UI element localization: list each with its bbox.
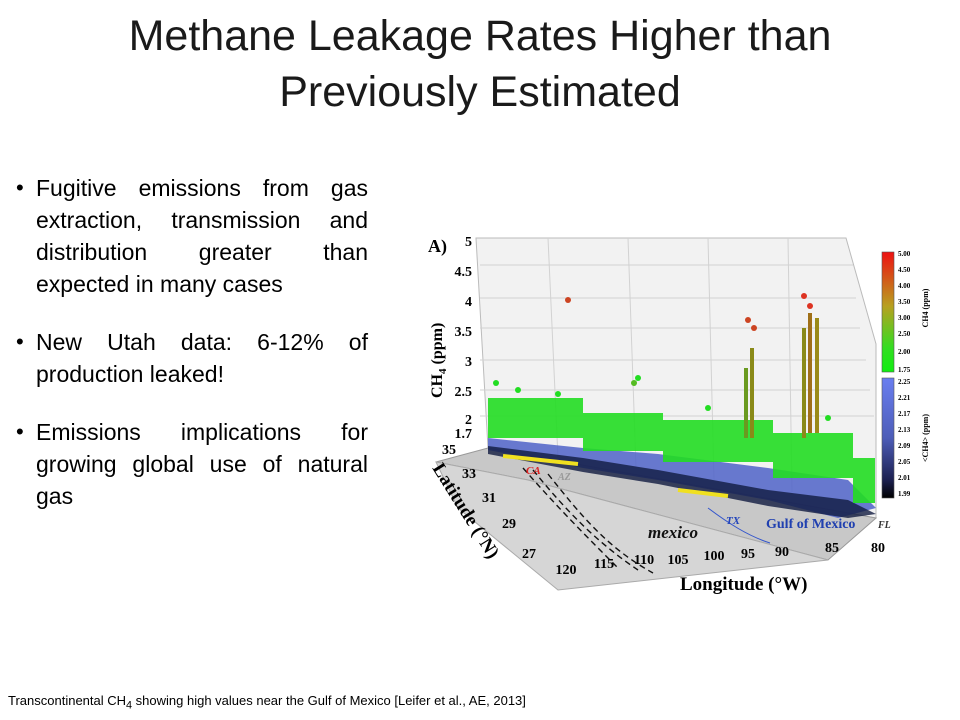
figure-caption: Transcontinental CH4 showing high values… [8, 693, 526, 712]
map-label-tx: TX [726, 515, 741, 527]
latitude-ticks: 35 33 31 29 27 [442, 443, 536, 562]
title-line-1: Methane Leakage Rates Higher than [128, 12, 832, 60]
longitude-label: Longitude (°W) [680, 574, 807, 595]
plot-svg: A) 5 4.5 4 3.5 3 2.5 2 1.7 CH4 (ppm) 35 … [428, 235, 930, 595]
svg-text:4.00: 4.00 [898, 282, 911, 290]
svg-text:4: 4 [465, 295, 472, 310]
yellow-track [502, 454, 579, 466]
svg-text:110: 110 [634, 553, 654, 568]
svg-text:1.7: 1.7 [455, 427, 473, 442]
colorbar-top-ticks: 5.00 4.50 4.00 3.50 3.00 2.50 2.00 1.75 [898, 250, 911, 374]
panel-label: A) [428, 236, 447, 257]
svg-text:2.01: 2.01 [898, 474, 911, 482]
svg-text:2.21: 2.21 [898, 394, 911, 402]
methane-3d-plot: A) 5 4.5 4 3.5 3 2.5 2 1.7 CH4 (ppm) 35 … [408, 218, 940, 598]
colorbar-bottom-ticks: 2.25 2.21 2.17 2.13 2.09 2.05 2.01 1.99 [898, 378, 911, 498]
map-label-az: AZ [557, 472, 571, 483]
svg-text:2.05: 2.05 [898, 458, 911, 466]
svg-text:1.99: 1.99 [898, 490, 911, 498]
svg-text:85: 85 [825, 541, 839, 556]
svg-text:27: 27 [522, 547, 536, 562]
svg-text:4.5: 4.5 [455, 265, 473, 280]
svg-text:29: 29 [502, 517, 516, 532]
bullet-item: New Utah data: 6-12% of production leake… [16, 326, 368, 390]
colorbar-bottom: 2.25 2.21 2.17 2.13 2.09 2.05 2.01 1.99 … [881, 377, 930, 499]
map-label-gulf: Gulf of Mexico [766, 517, 855, 532]
svg-text:2.25: 2.25 [898, 378, 911, 386]
svg-text:31: 31 [482, 491, 496, 506]
bullet-list: Fugitive emissions from gas extraction, … [16, 172, 368, 538]
svg-text:2.17: 2.17 [898, 410, 911, 418]
bullet-item: Emissions implications for growing globa… [16, 416, 368, 512]
svg-text:3.5: 3.5 [455, 325, 473, 340]
svg-text:115: 115 [594, 557, 614, 572]
svg-text:3.00: 3.00 [898, 314, 911, 322]
svg-text:2.5: 2.5 [455, 385, 473, 400]
title-line-2: Previously Estimated [279, 68, 681, 116]
svg-text:3.50: 3.50 [898, 298, 911, 306]
map-label-fl: FL [877, 520, 891, 531]
svg-text:2: 2 [465, 413, 472, 428]
svg-text:90: 90 [775, 545, 789, 560]
svg-text:105: 105 [668, 553, 689, 568]
slide-title: Methane Leakage Rates Higher than Previo… [40, 8, 920, 120]
colorbar-top: 5.00 4.50 4.00 3.50 3.00 2.50 2.00 1.75 … [881, 250, 930, 374]
svg-text:120: 120 [556, 563, 577, 578]
svg-text:35: 35 [442, 443, 456, 458]
svg-text:2.50: 2.50 [898, 330, 911, 338]
svg-text:5: 5 [465, 235, 472, 250]
svg-text:95: 95 [741, 547, 755, 562]
coastline [707, 507, 771, 544]
svg-text:2.00: 2.00 [898, 348, 911, 356]
z-axis-label: CH4 (ppm) [429, 323, 449, 398]
svg-text:3: 3 [465, 355, 472, 370]
svg-text:1.75: 1.75 [898, 366, 911, 374]
svg-text:2.13: 2.13 [898, 426, 911, 434]
svg-text:5.00: 5.00 [898, 250, 911, 258]
ch4-scatter-spikes [565, 293, 819, 438]
plot-floor-front [435, 461, 829, 591]
z-axis-ticks: 5 4.5 4 3.5 3 2.5 2 1.7 [455, 235, 473, 442]
state-borders [522, 467, 654, 574]
map-label-ca: CA [526, 465, 541, 477]
svg-text:80: 80 [871, 541, 885, 556]
svg-text:33: 33 [462, 467, 476, 482]
colorbar-bottom-title: <CH4> (ppm) [921, 414, 930, 462]
colorbar-top-title: CH4 (ppm) [921, 288, 930, 327]
bullet-item: Fugitive emissions from gas extraction, … [16, 172, 368, 300]
svg-text:4.50: 4.50 [898, 266, 911, 274]
yellow-track [677, 488, 729, 498]
map-label-mexico: mexico [648, 523, 698, 542]
svg-text:100: 100 [704, 549, 725, 564]
curtain-base [488, 446, 876, 518]
svg-text:2.09: 2.09 [898, 442, 911, 450]
longitude-ticks: 120 115 110 105 100 95 90 85 80 [556, 541, 886, 578]
ch4-scatter-green [488, 375, 875, 503]
